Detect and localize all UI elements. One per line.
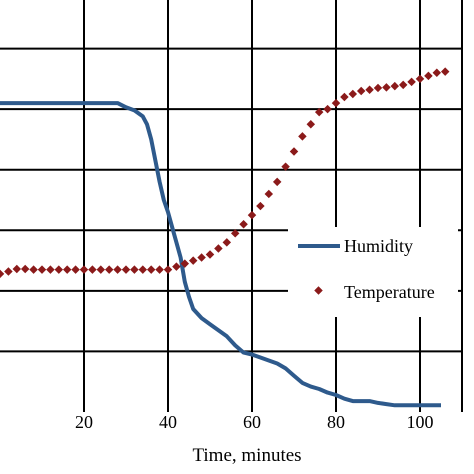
temperature-point [415, 74, 425, 84]
temperature-series [0, 67, 450, 279]
x-tick-label: 40 [159, 412, 177, 432]
temperature-point [188, 256, 198, 265]
temperature-point [96, 265, 106, 274]
temperature-point [314, 107, 324, 117]
temperature-point [29, 265, 38, 274]
temperature-point [197, 253, 206, 262]
temperature-point [62, 265, 72, 274]
temperature-point [356, 86, 366, 96]
x-tick-label: 100 [407, 412, 434, 432]
legend-background [288, 227, 458, 317]
temperature-point [155, 265, 164, 274]
temperature-point [323, 104, 332, 114]
humidity-series [0, 101, 441, 408]
x-axis-label: Time, minutes [192, 445, 301, 466]
grid [0, 0, 463, 412]
temperature-point [440, 67, 450, 76]
temperature-point [340, 92, 349, 102]
temperature-point [79, 265, 89, 274]
temperature-point [37, 265, 47, 274]
temperature-point [373, 83, 383, 93]
temperature-point [4, 267, 13, 276]
temperature-point [222, 238, 232, 247]
temperature-point [365, 85, 374, 95]
legend-humidity-label: Humidity [344, 236, 413, 256]
temperature-point [239, 219, 248, 229]
temperature-point [272, 177, 282, 187]
legend: Humidity Temperature [288, 227, 458, 317]
humidity-line [0, 101, 441, 408]
temperature-point [398, 80, 408, 90]
x-tick-label: 80 [327, 412, 345, 432]
temperature-point [88, 265, 97, 274]
temperature-point [390, 81, 400, 91]
temperature-point [331, 98, 341, 108]
x-tick-label: 20 [75, 412, 93, 432]
temperature-point [281, 162, 290, 171]
temperature-point [163, 265, 173, 274]
temperature-point [0, 269, 5, 279]
temperature-point [306, 120, 316, 129]
temperature-point [407, 77, 416, 87]
temperature-point [264, 189, 274, 199]
temperature-point [214, 244, 223, 253]
temperature-point [138, 265, 148, 274]
temperature-point [424, 71, 433, 81]
temperature-point [54, 265, 64, 274]
temperature-point [104, 265, 114, 274]
temperature-point [298, 132, 307, 141]
temperature-point [46, 265, 55, 274]
temperature-point [130, 265, 139, 274]
temperature-point [20, 264, 30, 274]
x-tick-labels: 20 40 60 80 100 [75, 412, 434, 432]
temperature-point [230, 229, 240, 238]
temperature-point [121, 265, 131, 274]
temperature-point [71, 265, 80, 274]
temperature-point [180, 259, 190, 268]
x-tick-label: 60 [243, 412, 261, 432]
temperature-point [12, 264, 22, 274]
temperature-point [289, 147, 299, 156]
temperature-point [348, 89, 358, 99]
temperature-point [432, 68, 442, 78]
temperature-point [172, 262, 181, 271]
temperature-point [382, 83, 391, 92]
legend-temperature-swatch [314, 286, 323, 295]
legend-temperature-label: Temperature [344, 282, 435, 302]
temperature-point [256, 201, 265, 211]
temperature-point [205, 250, 215, 259]
temperature-point [146, 265, 156, 274]
temperature-point [247, 210, 257, 220]
temperature-point [113, 265, 122, 274]
